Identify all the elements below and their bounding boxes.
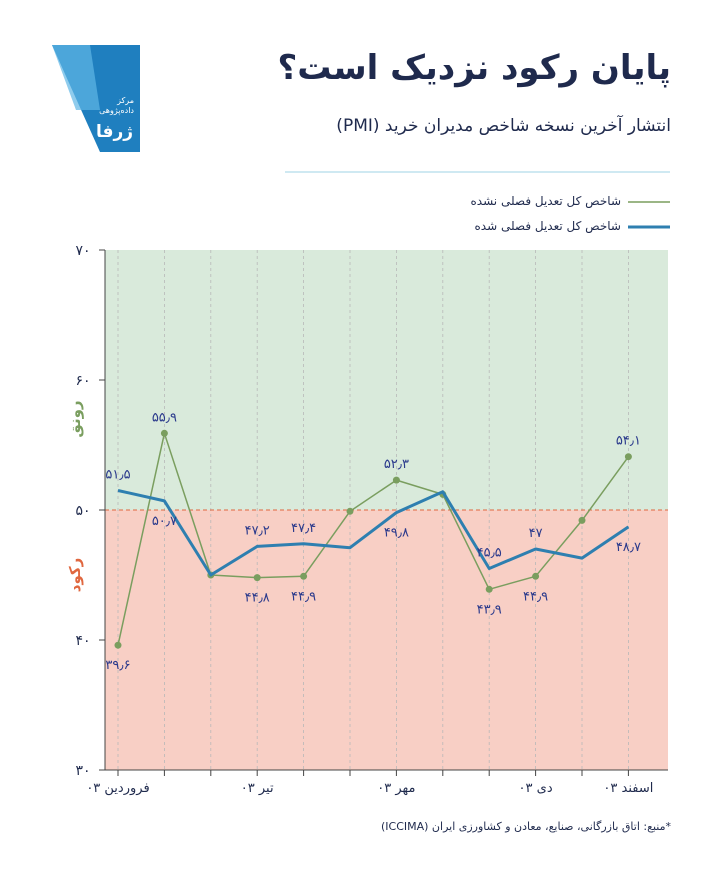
value-label: ۴۷ bbox=[529, 526, 543, 541]
point bbox=[624, 453, 632, 461]
zone-label: رکود bbox=[66, 558, 84, 592]
x-tick-label: فروردین ۰۳ bbox=[86, 781, 149, 796]
point bbox=[532, 572, 540, 580]
value-label: ۴۳٫۹ bbox=[477, 602, 502, 617]
value-label: ۴۵٫۵ bbox=[477, 546, 502, 561]
title: پایان رکود نزدیک است؟ bbox=[277, 48, 671, 88]
value-label: ۴۷٫۲ bbox=[245, 523, 270, 538]
zone-label: رونق bbox=[66, 400, 84, 437]
point bbox=[346, 507, 354, 515]
x-tick-label: مهر ۰۳ bbox=[377, 781, 415, 796]
value-label: ۳۹٫۶ bbox=[105, 658, 130, 673]
band-below bbox=[105, 510, 668, 770]
y-tick-label: ۴۰ bbox=[75, 633, 90, 649]
value-label: ۵۴٫۱ bbox=[616, 434, 641, 449]
value-label: ۴۴٫۹ bbox=[291, 589, 316, 604]
logo-text: مرکز داده‌پژوهی bbox=[99, 96, 134, 115]
band-above bbox=[105, 250, 668, 510]
point bbox=[485, 585, 493, 593]
x-tick-label: تیر ۰۳ bbox=[241, 781, 274, 796]
logo-shape bbox=[52, 45, 100, 110]
legend-label: شاخص کل تعدیل فصلی نشده bbox=[470, 194, 622, 208]
value-label: ۵۲٫۳ bbox=[384, 457, 409, 472]
subtitle: انتشار آخرین نسخه شاخص مدیران خرید (PMI) bbox=[336, 116, 671, 136]
value-label: ۴۴٫۸ bbox=[245, 591, 270, 606]
point bbox=[253, 574, 261, 582]
source: *منبع: اتاق بازرگانی، صنایع، معادن و کشا… bbox=[380, 820, 671, 833]
legend-label: شاخص کل تعدیل فصلی شده bbox=[474, 219, 621, 233]
y-tick-label: ۳۰ bbox=[75, 763, 90, 779]
value-label: ۵۰٫۷ bbox=[152, 514, 177, 529]
x-tick-label: دی ۰۳ bbox=[519, 781, 553, 796]
value-label: ۵۱٫۵ bbox=[105, 468, 130, 483]
series-line bbox=[117, 432, 630, 646]
y-tick-label: ۷۰ bbox=[75, 243, 90, 259]
value-label: ۴۸٫۷ bbox=[616, 540, 641, 555]
y-tick-label: ۵۰ bbox=[75, 503, 90, 519]
point bbox=[392, 476, 400, 484]
value-label: ۵۵٫۹ bbox=[152, 410, 177, 425]
series-line bbox=[117, 489, 630, 577]
point bbox=[114, 641, 122, 649]
value-label: ۴۹٫۸ bbox=[384, 526, 409, 541]
point bbox=[578, 516, 586, 524]
value-label: ۴۷٫۴ bbox=[291, 521, 316, 536]
point bbox=[160, 429, 168, 437]
logo-name: ژرفا bbox=[96, 122, 134, 142]
y-tick-label: ۶۰ bbox=[75, 373, 90, 389]
value-label: ۴۴٫۹ bbox=[523, 589, 548, 604]
point bbox=[300, 572, 308, 580]
x-tick-label: اسفند ۰۳ bbox=[603, 781, 653, 796]
